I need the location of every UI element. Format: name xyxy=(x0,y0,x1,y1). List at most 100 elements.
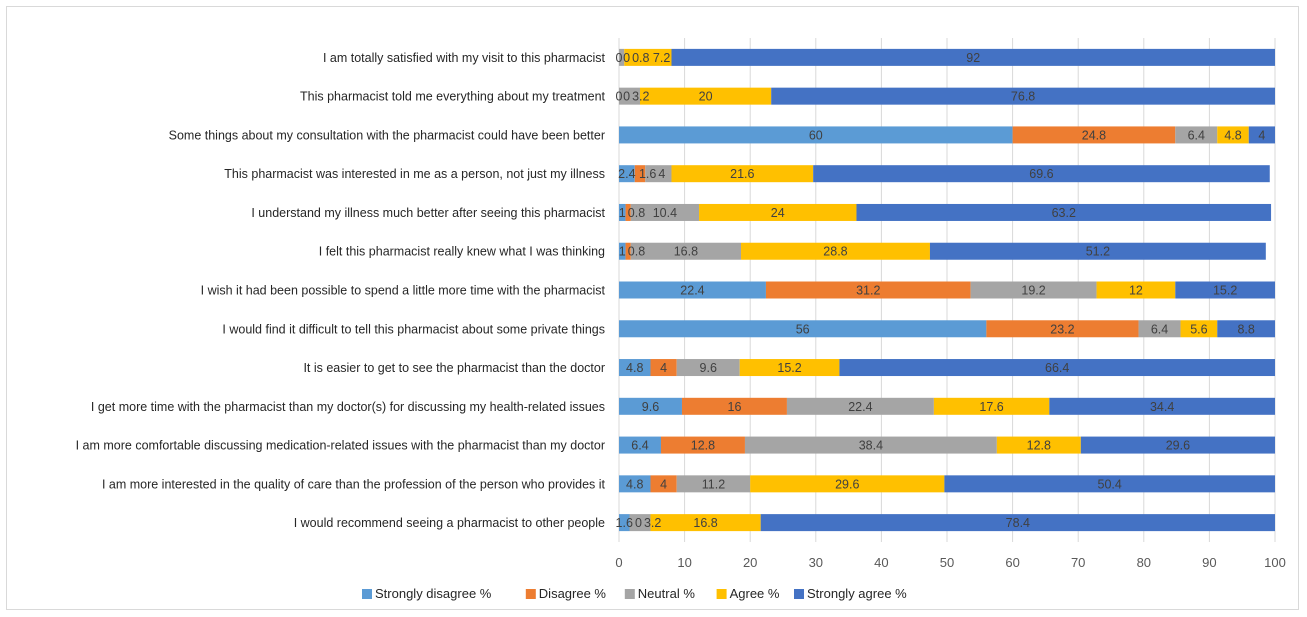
bar-segment xyxy=(1049,397,1275,415)
bar-segment xyxy=(1080,436,1275,454)
category-label: It is easier to get to see the pharmacis… xyxy=(303,361,605,375)
data-label: 12.8 xyxy=(1027,439,1051,453)
legend-swatch xyxy=(362,589,372,599)
legend-label: Strongly disagree % xyxy=(375,586,492,601)
data-label: 4.8 xyxy=(626,477,643,491)
bar-segment xyxy=(671,165,814,183)
data-label: 15.2 xyxy=(777,361,801,375)
x-tick-label: 80 xyxy=(1137,555,1151,570)
legend-swatch xyxy=(525,589,536,599)
legend-label: Disagree % xyxy=(539,586,607,601)
data-label: 63.2 xyxy=(1052,206,1076,220)
bar-segment xyxy=(1180,320,1218,338)
bar-segment xyxy=(650,514,761,532)
data-label: 1 xyxy=(619,206,626,220)
category-label: I get more time with the pharmacist than… xyxy=(91,400,605,414)
data-label: 24.8 xyxy=(1082,128,1106,142)
x-axis-tick-labels: 0 10 20 30 40 50 60 70 80 90 100 xyxy=(615,555,1285,570)
category-labels: I am totally satisfied with my visit to … xyxy=(76,51,606,530)
data-label: 16.8 xyxy=(693,516,717,530)
bar-segment xyxy=(619,281,766,299)
bar-segment xyxy=(856,203,1272,221)
bar-segment xyxy=(813,165,1270,183)
bar-segment xyxy=(671,48,1275,66)
bar-segment xyxy=(739,359,840,377)
bar-segment xyxy=(619,87,640,105)
data-label: 0 xyxy=(623,51,630,65)
data-label: 50.4 xyxy=(1098,477,1122,491)
bar-segment xyxy=(933,397,1050,415)
bar-segment xyxy=(645,165,672,183)
data-label: 22.4 xyxy=(848,400,872,414)
legend-swatch xyxy=(794,589,804,599)
data-label: 4 xyxy=(658,167,665,181)
bar-segment xyxy=(944,475,1275,493)
data-label: 3.2 xyxy=(632,90,649,104)
bar-segment xyxy=(619,242,626,260)
data-label: 17.6 xyxy=(979,400,1003,414)
bar-segment xyxy=(630,242,742,260)
data-label: 19.2 xyxy=(1021,284,1045,298)
data-label: 3.2 xyxy=(644,516,661,530)
bar-segment xyxy=(619,320,987,338)
bar-segment xyxy=(619,48,625,66)
data-label: 4.8 xyxy=(1224,128,1241,142)
data-label: 4 xyxy=(1258,128,1265,142)
x-tick-label: 20 xyxy=(743,555,757,570)
bar-segment xyxy=(771,87,1275,105)
data-label: 66.4 xyxy=(1045,361,1069,375)
bar-segment xyxy=(676,359,740,377)
x-tick-label: 70 xyxy=(1071,555,1085,570)
bar-segment xyxy=(1217,320,1275,338)
category-label: I am more interested in the quality of c… xyxy=(102,477,606,491)
data-label: 9.6 xyxy=(642,400,659,414)
legend: Strongly disagree % Disagree % Neutral % Ag… xyxy=(362,586,907,601)
bar-segment xyxy=(630,203,700,221)
x-tick-label: 60 xyxy=(1005,555,1019,570)
bar-segment xyxy=(996,436,1081,454)
bar-segment xyxy=(650,359,677,377)
bar-segment xyxy=(681,397,787,415)
bar-segment xyxy=(750,475,945,493)
x-tick-label: 50 xyxy=(940,555,954,570)
category-label: I wish it had been possible to spend a l… xyxy=(201,284,606,298)
bar-segment xyxy=(1217,126,1249,144)
legend-swatch xyxy=(716,589,727,599)
data-label: 38.4 xyxy=(859,439,883,453)
data-label: 28.8 xyxy=(823,245,847,259)
legend-label: Neutral % xyxy=(638,586,696,601)
data-label: 6.4 xyxy=(1151,322,1168,336)
bar-segment xyxy=(619,165,635,183)
bar-segment xyxy=(660,436,745,454)
data-label: 16 xyxy=(728,400,742,414)
bar-segment xyxy=(970,281,1097,299)
data-label: 15.2 xyxy=(1213,284,1237,298)
category-label: I would recommend seeing a pharmacist to… xyxy=(294,516,605,530)
data-label: 0 xyxy=(623,90,630,104)
bar-segment xyxy=(839,359,1275,377)
data-labels: 0 0 0.8 7.2 920 0 3.2 20 76.860 24.8 6.4 4.8 42.4 1.6… xyxy=(616,51,1266,530)
bar-segment xyxy=(676,475,751,493)
legend-label: Strongly agree % xyxy=(807,586,907,601)
data-label: 4 xyxy=(660,477,667,491)
bar-segments xyxy=(619,48,1275,532)
bar-segment xyxy=(629,514,651,532)
bar-segment xyxy=(1138,320,1181,338)
category-label: I understand my illness much better afte… xyxy=(251,206,605,220)
data-label: 69.6 xyxy=(1029,167,1053,181)
data-label: 21.6 xyxy=(730,167,754,181)
bar-segment xyxy=(619,126,1013,144)
bar-segment xyxy=(634,165,646,183)
bar-segment xyxy=(744,436,997,454)
data-label: 76.8 xyxy=(1011,90,1035,104)
bar-segment xyxy=(699,203,857,221)
bar-segment xyxy=(1175,126,1218,144)
data-label: 1.6 xyxy=(616,516,633,530)
data-label: 4.8 xyxy=(626,361,643,375)
data-label: 29.6 xyxy=(835,477,859,491)
category-label: I am more comfortable discussing medicat… xyxy=(76,439,605,453)
bar-segment xyxy=(625,203,631,221)
bar-segment xyxy=(619,359,651,377)
data-label: 0.8 xyxy=(632,51,649,65)
x-tick-label: 30 xyxy=(809,555,823,570)
